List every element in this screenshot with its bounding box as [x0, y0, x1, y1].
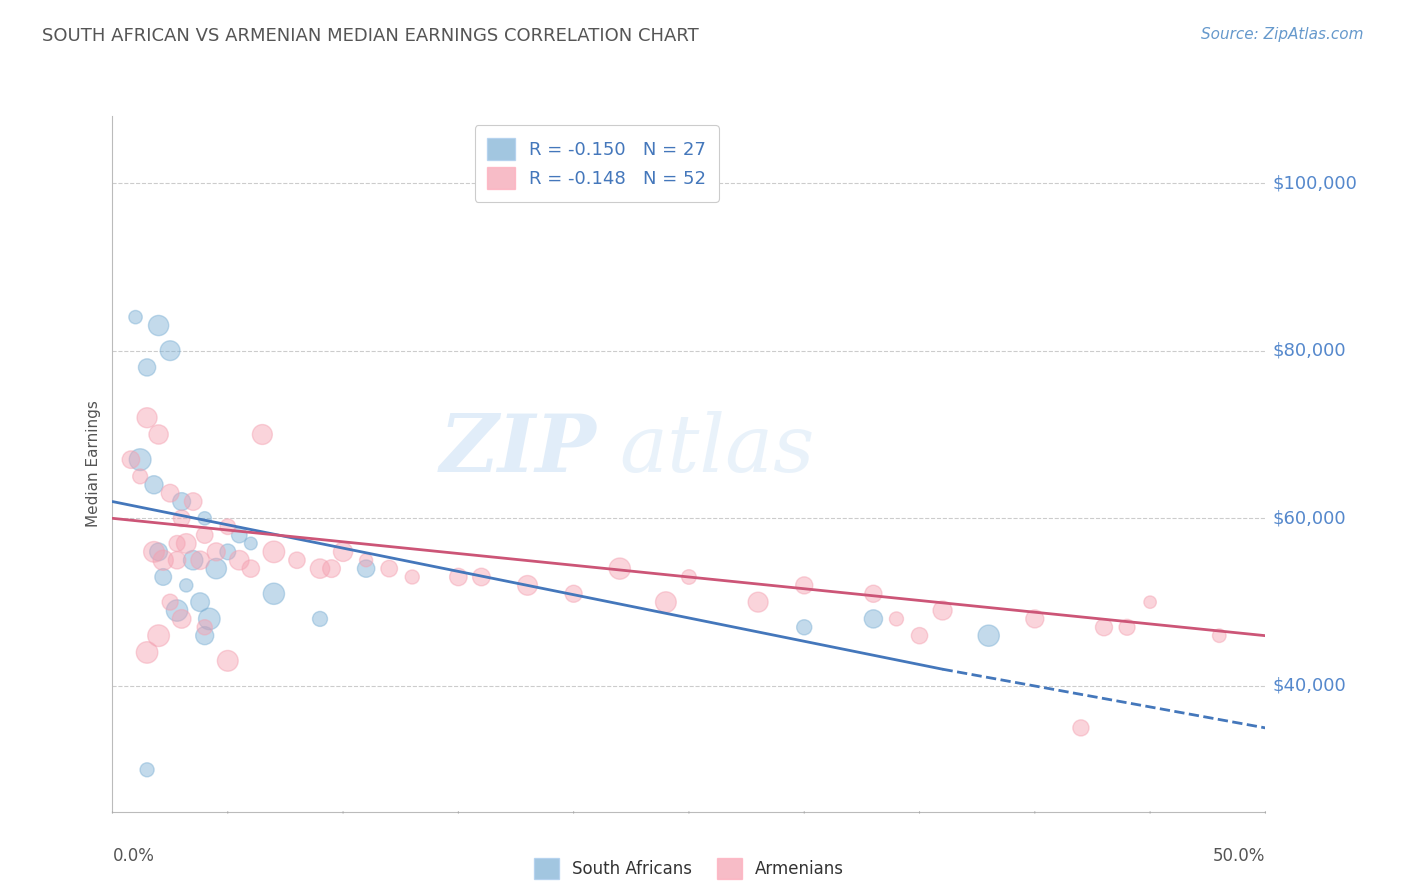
Point: [194, 511, 217, 525]
Point: [159, 486, 181, 500]
Point: [181, 494, 204, 508]
Point: [678, 570, 700, 584]
Point: [332, 545, 354, 559]
Point: [174, 578, 197, 592]
Point: [217, 545, 239, 559]
Point: [239, 561, 262, 575]
Point: [252, 427, 274, 442]
Point: [129, 469, 152, 483]
Point: [321, 561, 343, 575]
Legend: South Africans, Armenians: South Africans, Armenians: [526, 850, 852, 887]
Point: [152, 553, 174, 567]
Point: [793, 578, 815, 592]
Point: [136, 645, 159, 659]
Text: SOUTH AFRICAN VS ARMENIAN MEDIAN EARNINGS CORRELATION CHART: SOUTH AFRICAN VS ARMENIAN MEDIAN EARNING…: [42, 27, 699, 45]
Point: [793, 620, 815, 634]
Point: [228, 553, 250, 567]
Point: [516, 578, 538, 592]
Point: [124, 310, 146, 325]
Point: [166, 553, 188, 567]
Point: [562, 587, 585, 601]
Point: [239, 536, 262, 550]
Point: [470, 570, 492, 584]
Point: [228, 528, 250, 542]
Point: [205, 561, 228, 575]
Point: [263, 587, 285, 601]
Point: [447, 570, 470, 584]
Point: [1092, 620, 1115, 634]
Point: [136, 360, 159, 375]
Point: [170, 494, 193, 508]
Point: [862, 587, 884, 601]
Point: [309, 561, 332, 575]
Point: [886, 612, 908, 626]
Text: 50.0%: 50.0%: [1213, 847, 1265, 865]
Point: [194, 620, 217, 634]
Point: [136, 410, 159, 425]
Point: [354, 553, 377, 567]
Text: $80,000: $80,000: [1272, 342, 1346, 359]
Point: [159, 343, 181, 358]
Text: $100,000: $100,000: [1272, 174, 1357, 192]
Point: [285, 553, 308, 567]
Point: [354, 561, 377, 575]
Point: [194, 629, 217, 643]
Text: $60,000: $60,000: [1272, 509, 1346, 527]
Point: [205, 545, 228, 559]
Point: [166, 536, 188, 550]
Point: [1024, 612, 1046, 626]
Y-axis label: Median Earnings: Median Earnings: [86, 401, 101, 527]
Point: [152, 570, 174, 584]
Point: [263, 545, 285, 559]
Point: [143, 545, 166, 559]
Point: [188, 595, 211, 609]
Point: [148, 427, 170, 442]
Point: [166, 603, 188, 617]
Point: [148, 629, 170, 643]
Text: atlas: atlas: [620, 411, 815, 489]
Point: [1116, 620, 1139, 634]
Point: [747, 595, 769, 609]
Text: ZIP: ZIP: [440, 411, 596, 489]
Point: [188, 553, 211, 567]
Point: [143, 477, 166, 491]
Point: [977, 629, 1000, 643]
Point: [148, 318, 170, 333]
Point: [309, 612, 332, 626]
Point: [217, 519, 239, 533]
Text: Source: ZipAtlas.com: Source: ZipAtlas.com: [1201, 27, 1364, 42]
Point: [159, 595, 181, 609]
Point: [217, 654, 239, 668]
Point: [931, 603, 953, 617]
Text: 0.0%: 0.0%: [112, 847, 155, 865]
Point: [194, 528, 217, 542]
Point: [129, 452, 152, 467]
Point: [120, 452, 142, 467]
Point: [1070, 721, 1092, 735]
Point: [655, 595, 678, 609]
Point: [1139, 595, 1161, 609]
Point: [862, 612, 884, 626]
Point: [170, 612, 193, 626]
Point: [609, 561, 631, 575]
Point: [181, 553, 204, 567]
Point: [170, 511, 193, 525]
Point: [401, 570, 423, 584]
Point: [908, 629, 931, 643]
Point: [148, 545, 170, 559]
Point: [174, 536, 197, 550]
Point: [378, 561, 401, 575]
Point: [136, 763, 159, 777]
Point: [198, 612, 221, 626]
Point: [1208, 629, 1230, 643]
Text: $40,000: $40,000: [1272, 677, 1346, 695]
